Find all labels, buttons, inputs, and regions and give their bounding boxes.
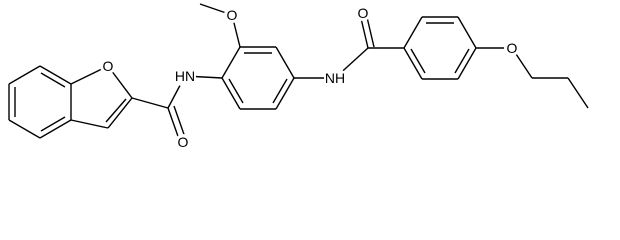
label-mask bbox=[504, 40, 520, 56]
atom-label: HN bbox=[175, 68, 195, 84]
bond bbox=[131, 97, 169, 109]
bond-double bbox=[410, 48, 426, 74]
bond bbox=[403, 16, 423, 49]
bond bbox=[457, 47, 477, 80]
label-mask bbox=[224, 7, 240, 23]
atom-label: O bbox=[178, 134, 189, 150]
bond-double bbox=[40, 116, 66, 132]
atom-label: NH bbox=[325, 70, 345, 86]
bond-double bbox=[40, 72, 66, 88]
atom-labels: O HN O O NH O O bbox=[100, 5, 520, 150]
bond-double bbox=[454, 48, 470, 74]
bond bbox=[8, 65, 41, 85]
bond bbox=[39, 119, 72, 139]
label-mask bbox=[100, 58, 116, 74]
bond bbox=[275, 46, 295, 79]
label-mask bbox=[355, 5, 371, 21]
bond bbox=[457, 16, 477, 49]
bonds bbox=[8, 3, 589, 143]
bond bbox=[403, 47, 423, 80]
page: O HN O O NH O O (() => { const data = JS… bbox=[8, 3, 589, 150]
bond-double bbox=[272, 78, 288, 104]
bond bbox=[221, 77, 241, 110]
bond bbox=[8, 119, 41, 139]
bond bbox=[221, 46, 241, 79]
molecule-diagram: O HN O O NH O O bbox=[8, 3, 589, 150]
atom-label: O bbox=[507, 40, 518, 56]
label-mask bbox=[175, 134, 191, 150]
bond-double bbox=[228, 78, 244, 104]
atom-label: O bbox=[358, 5, 369, 21]
bond-double bbox=[105, 98, 127, 123]
atom-label: O bbox=[103, 58, 114, 74]
bond bbox=[275, 77, 295, 110]
atom-label: O bbox=[227, 7, 238, 23]
label-mask bbox=[324, 67, 346, 89]
bond bbox=[567, 77, 589, 109]
bond bbox=[70, 119, 109, 129]
label-mask bbox=[174, 65, 196, 87]
bond bbox=[39, 65, 72, 85]
bond bbox=[107, 97, 133, 129]
